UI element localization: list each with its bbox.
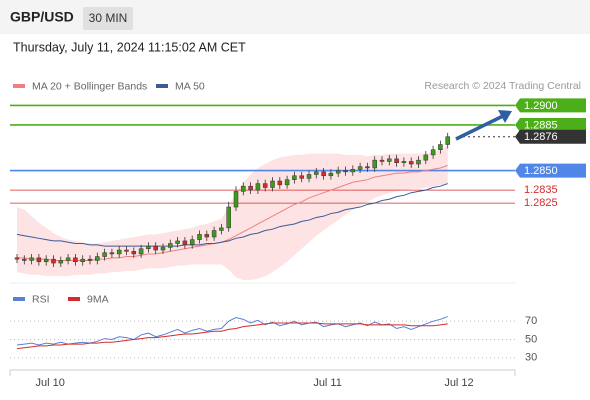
level-label: 1.2900: [524, 100, 558, 112]
candle-body: [116, 249, 122, 255]
candle-body: [379, 159, 385, 162]
candle-body: [314, 171, 319, 175]
source: Research © 2024 Trading Central: [424, 80, 581, 92]
legend-label: RSI: [32, 293, 50, 305]
candle-body: [335, 170, 341, 174]
candle-body: [277, 180, 283, 186]
candle-body: [102, 252, 107, 257]
ma50-line: [16, 183, 448, 247]
indicator-line: [16, 322, 448, 350]
candle-body: [328, 172, 334, 177]
level-box: [515, 163, 586, 178]
interval-box: [83, 7, 133, 30]
level-label: 1.2825: [524, 197, 558, 209]
y-tick-label: 70: [525, 315, 537, 327]
indicator-line: [16, 316, 448, 346]
y-tick-label: 50: [525, 333, 537, 345]
candle-body: [197, 234, 202, 240]
candle-body: [408, 161, 414, 165]
candle-body: [175, 240, 180, 244]
candle-body: [438, 144, 443, 150]
candle-body: [299, 175, 304, 179]
candle-body: [241, 185, 246, 192]
candle-body: [445, 136, 450, 145]
candle-body: [153, 245, 158, 251]
legend-label: MA 50: [175, 80, 205, 92]
level-label: 1.2850: [524, 165, 558, 177]
candle-body: [350, 169, 356, 173]
legend-label: MA 20 + Bollinger Bands: [32, 80, 147, 92]
x-tick-label: Jul 10: [36, 377, 65, 389]
candle-body: [29, 257, 34, 261]
candle-body: [109, 252, 115, 255]
level-box: [515, 129, 586, 144]
candle-body: [189, 239, 195, 246]
candle-body: [36, 257, 42, 263]
candle-body: [138, 248, 144, 255]
candle-body: [394, 158, 399, 163]
y-tick-label: 30: [525, 352, 537, 364]
candle-body: [124, 249, 129, 252]
legend-label: 9MA: [87, 293, 109, 305]
x-tick-label: Jul 12: [444, 377, 473, 389]
candle-body: [73, 257, 78, 263]
candle-body: [131, 251, 137, 255]
level-label: 1.2876: [524, 131, 558, 143]
candle-body: [211, 230, 217, 238]
candle-body: [430, 149, 436, 156]
candle-body: [146, 245, 151, 249]
candle-body: [43, 258, 49, 263]
legend-swatch: [156, 84, 168, 88]
legend-swatch: [13, 297, 25, 301]
x-tick-label: Jul 11: [313, 377, 342, 389]
candle-body: [401, 161, 407, 163]
candle-body: [321, 171, 326, 177]
candle-body: [255, 183, 261, 191]
legend-swatch: [13, 84, 25, 88]
interval: 30 MIN: [89, 11, 128, 25]
candle-body: [248, 185, 253, 191]
candle-body: [219, 227, 224, 231]
candle-body: [284, 179, 290, 186]
candle-body: [182, 240, 188, 246]
candle-body: [58, 260, 64, 264]
level-box: [515, 117, 586, 132]
level-box: [515, 98, 586, 113]
candle-body: [95, 256, 100, 261]
candle-body: [423, 154, 429, 161]
timestamp: Thursday, July 11, 2024 11:15:02 AM CET: [13, 40, 246, 54]
arrow-head: [498, 110, 512, 123]
level-label: 1.2835: [524, 184, 558, 196]
candle-body: [233, 191, 239, 208]
candle-body: [14, 257, 20, 260]
candle-body: [80, 258, 85, 263]
candle-body: [262, 183, 268, 188]
candle-body: [65, 257, 71, 261]
candle-body: [365, 166, 370, 169]
candle-body: [357, 166, 363, 170]
projection-arrow: [455, 114, 504, 141]
candle-body: [22, 258, 27, 261]
candle-body: [204, 234, 210, 238]
candle-body: [387, 158, 392, 162]
symbol: GBP/USD: [10, 9, 74, 25]
candle-body: [226, 206, 231, 229]
candle-body: [416, 159, 421, 165]
candle-body: [372, 159, 377, 169]
legend-swatch: [68, 297, 80, 301]
candle-body: [87, 258, 93, 261]
candle-body: [168, 243, 173, 248]
level-label: 1.2885: [524, 119, 558, 131]
candle-body: [306, 174, 312, 179]
candle-body: [343, 170, 348, 173]
candle-body: [51, 258, 56, 264]
candle-body: [160, 247, 166, 251]
candle-body: [292, 175, 297, 180]
candle-body: [270, 180, 275, 188]
